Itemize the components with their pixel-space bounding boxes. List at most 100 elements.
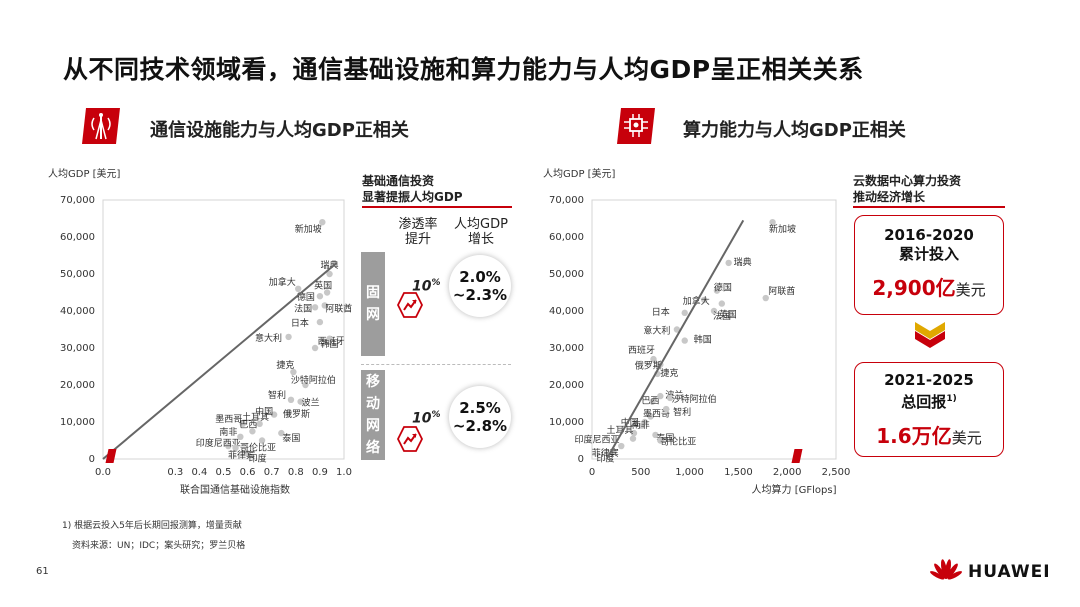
pct-number: 10 (412, 278, 432, 295)
y-axis-label: 人均GDP [美元] (48, 167, 121, 180)
data-point (321, 302, 328, 309)
point-label: 加拿大 (269, 276, 296, 288)
point-label: 韩国 (321, 338, 339, 350)
point-label: 瑞典 (734, 256, 752, 268)
point-label: 新加坡 (295, 223, 322, 235)
x-tick-label: 2,500 (822, 467, 851, 478)
data-point (256, 420, 263, 428)
point-label: 沙特阿拉伯 (672, 393, 717, 405)
x-tick-label: 0.9 (312, 467, 328, 478)
data-point (630, 429, 638, 437)
point-label: 智利 (673, 406, 691, 418)
gdp-vs-compute-chart: 人均GDP [美元] 0 10,000 20,000 30,000 40,000 50,0… (543, 167, 851, 496)
point-label: 韩国 (694, 334, 712, 346)
data-point (641, 418, 648, 426)
pct-unit: % (431, 278, 441, 288)
data-point (239, 420, 246, 428)
point-label: 南非 (219, 426, 237, 438)
data-point (316, 318, 324, 326)
y-axis-label: 人均GDP [美元] (543, 167, 616, 180)
point-label: 墨西哥 (643, 408, 670, 419)
point-label: 南非 (632, 419, 650, 431)
data-point (647, 413, 654, 420)
tab-char: 络 (366, 440, 380, 456)
card-label: 累计投入 (898, 245, 959, 263)
point-label: 印度尼西亚 (196, 437, 241, 449)
tab-mobile-network: 移 动 网 络 (361, 370, 385, 460)
point-label: 印度 (249, 452, 267, 464)
card-label-text: 总回报 (901, 393, 947, 411)
right-side-rule (853, 206, 1005, 208)
data-point (297, 398, 304, 405)
point-label: 巴西 (642, 396, 660, 407)
telecom-tower-icon (82, 106, 122, 146)
left-section-title: 通信设施能力与人均GDP正相关 (150, 120, 409, 141)
y-tick-label: 40,000 (60, 306, 95, 317)
col2-line1: 人均GDP (454, 217, 508, 232)
col2-line2: 增长 (467, 232, 494, 247)
trend-line (605, 219, 745, 460)
left-side-title-line2: 显著提振人均GDP (362, 190, 463, 204)
data-point (769, 219, 776, 226)
tab-char: 固 (366, 285, 380, 301)
data-point (232, 444, 239, 452)
data-point (258, 437, 266, 444)
y-tick-label: 70,000 (549, 195, 584, 206)
return-card: 2021-2025 总回报1) 1.6万亿美元 (854, 362, 1004, 457)
point-label: 英国 (719, 309, 737, 321)
data-point (666, 394, 674, 402)
point-label: 法国 (294, 302, 312, 314)
data-point (713, 287, 721, 294)
penetration-value: 10% (412, 278, 441, 295)
left-side-rule (362, 206, 512, 208)
chevron-down-icon (915, 322, 945, 352)
data-point (237, 433, 244, 440)
data-point (326, 335, 333, 342)
page-number: 61 (36, 566, 49, 577)
card-period: 2016-2020 (884, 226, 974, 244)
gdp-growth-circle: 2.0% ~2.3% (449, 255, 511, 317)
left-side-title: 基础通信投资 显著提振人均GDP (362, 173, 463, 205)
x-tick-label: 0.8 (288, 467, 304, 478)
x-tick-label: 0.5 (216, 467, 232, 478)
plot-frame (591, 199, 837, 460)
y-tick-label: 0 (89, 454, 95, 465)
gdp-growth-circle: 2.5% ~2.8% (449, 386, 511, 448)
point-label: 德国 (714, 282, 732, 294)
pct-number: 10 (412, 410, 432, 427)
data-point (673, 326, 681, 333)
data-point (681, 337, 688, 344)
col1-line1: 渗透率 (398, 217, 438, 232)
source-note: 资料来源：UN；IDC；案头研究；罗兰贝格 (72, 541, 246, 551)
y-tick-label: 50,000 (60, 269, 95, 280)
y-tick-label: 10,000 (60, 417, 95, 428)
card-footnote-ref: 1) (946, 394, 957, 404)
point-label: 阿联酋 (325, 302, 352, 314)
data-point (718, 300, 726, 307)
point-label: 哥伦比亚 (660, 436, 696, 448)
left-side-title-line1: 基础通信投资 (362, 174, 435, 188)
x-tick-label: 500 (631, 467, 650, 478)
card-value-number: 2,900亿 (872, 276, 956, 300)
trend-line (102, 262, 338, 460)
data-point (629, 435, 637, 442)
point-label: 土耳其 (606, 424, 633, 436)
data-point (725, 259, 732, 267)
point-label: 西班牙 (628, 344, 655, 356)
point-label: 泰国 (282, 432, 300, 444)
point-label: 日本 (291, 317, 309, 329)
point-label: 日本 (652, 306, 670, 318)
point-label: 智利 (268, 389, 286, 401)
y-tick-label: 10,000 (549, 417, 584, 428)
right-side-title: 云数据中心算力投资 推动经济增长 (853, 173, 961, 205)
point-label: 印度尼西亚 (574, 434, 619, 446)
point-label: 德国 (297, 291, 315, 303)
brand-name: HUAWEI (968, 562, 1051, 582)
point-label: 菲律宾 (228, 449, 255, 461)
y-tick-label: 30,000 (60, 343, 95, 354)
point-label: 哥伦比亚 (240, 442, 276, 454)
growth-line2: ~2.3% (452, 286, 508, 304)
footnote: 1) 根据云投入5年后长期回报测算，增量贡献 (62, 521, 242, 531)
y-tick-label: 60,000 (549, 232, 584, 243)
data-point (652, 431, 659, 439)
